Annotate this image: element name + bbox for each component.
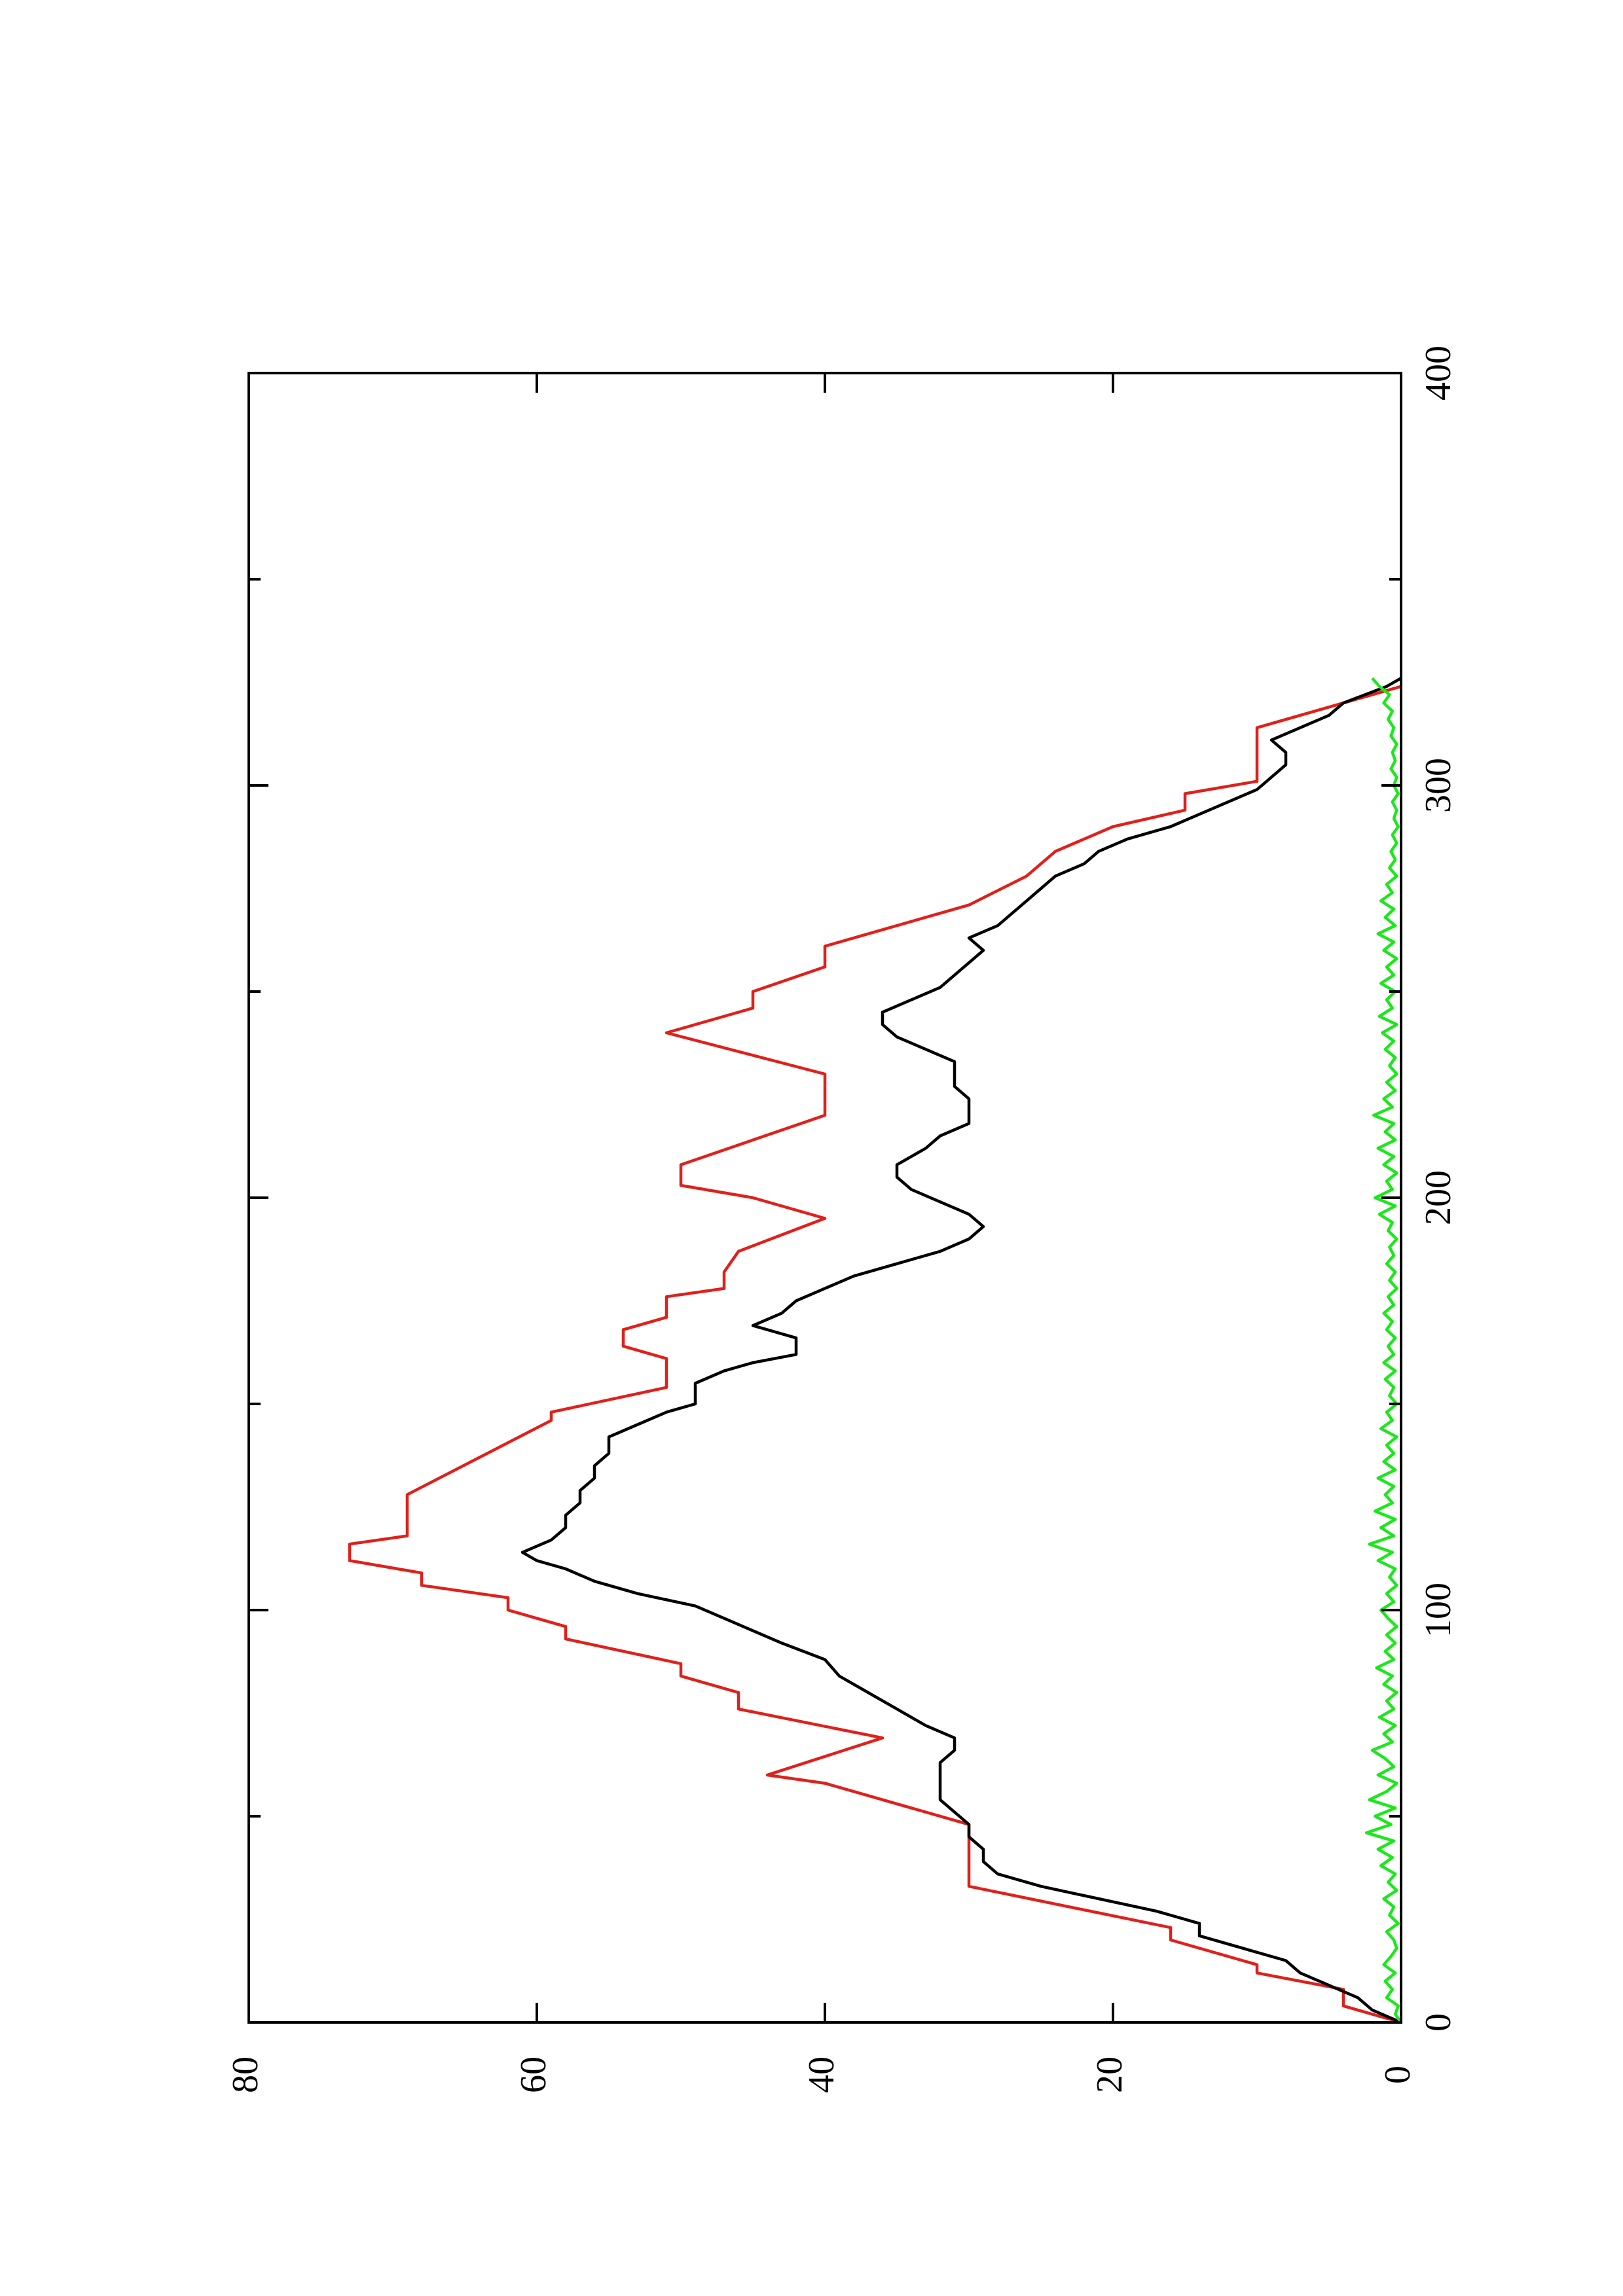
series-line-0	[348, 685, 1402, 2024]
y-tick-label: 0	[1377, 2066, 1418, 2084]
x-tick-label: 0	[1418, 2013, 1459, 2032]
x-tick-label: 300	[1418, 758, 1459, 813]
series-line-2	[1364, 677, 1402, 2024]
series-line-1	[520, 677, 1402, 2024]
y-tick-label: 40	[801, 2056, 842, 2093]
x-tick-label: 400	[1418, 346, 1459, 401]
x-tick-label: 100	[1418, 1583, 1459, 1638]
y-tick-label: 80	[225, 2056, 266, 2093]
y-tick-label: 20	[1089, 2056, 1130, 2093]
series-layer	[348, 677, 1402, 2024]
ticks-layer	[247, 372, 1402, 2024]
y-tick-label: 60	[513, 2056, 554, 2093]
labels-layer: 0 100 200 300 400 0 20 40 60 80	[225, 346, 1459, 2093]
x-tick-label: 200	[1418, 1170, 1459, 1225]
